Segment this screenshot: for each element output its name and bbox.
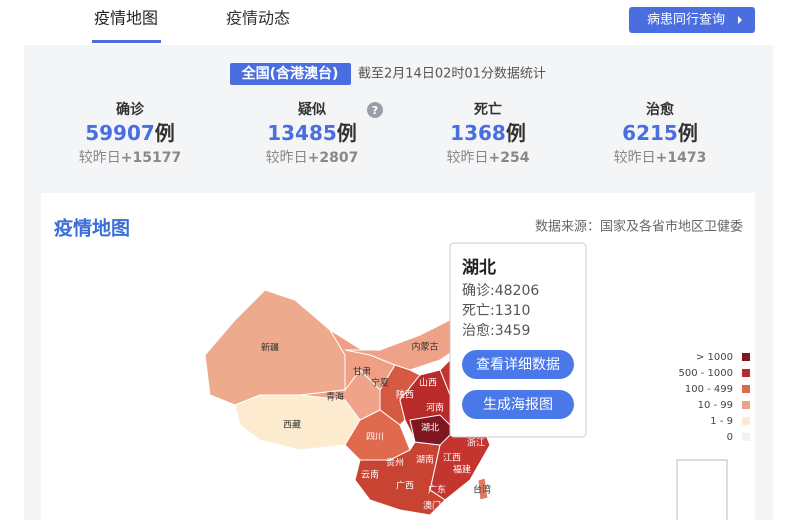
tooltip-button[interactable]: [462, 350, 574, 379]
stat-change-label: 较昨日: [266, 150, 308, 166]
map-title: 疫情地图: [54, 217, 130, 240]
province-label[interactable]: 浙江: [467, 437, 485, 449]
region[interactable]: [354, 441, 446, 516]
stat-value: 13485例: [267, 121, 357, 145]
tab-underline: [92, 40, 161, 43]
tab[interactable]: 疫情地图: [94, 9, 158, 28]
province-label[interactable]: 湖南: [416, 454, 434, 466]
stat-number: 6215: [622, 121, 678, 145]
stat-unit: 例: [155, 121, 175, 145]
legend-label: 100 - 499: [685, 384, 733, 395]
legend: > 1000 500 - 1000 100 - 499 10 - 99 1 - 9 0: [678, 352, 750, 443]
scope-badge: [230, 63, 351, 85]
stat-label: 疑似: [298, 102, 326, 118]
tooltip-button-label[interactable]: 生成海报图: [483, 397, 553, 413]
stat-value: 59907例: [85, 121, 175, 145]
stat-change-label: 较昨日: [614, 150, 656, 166]
province-label[interactable]: 江西: [443, 453, 461, 464]
stat-label: 确诊: [116, 101, 145, 118]
tooltip-line: 确诊:48206: [462, 283, 539, 299]
legend-swatch: [742, 401, 750, 409]
province-label[interactable]: 新疆: [261, 342, 279, 354]
province-label[interactable]: 贵州: [386, 457, 404, 469]
tooltip-line: 治愈:3459: [462, 323, 530, 339]
province-label[interactable]: 云南: [361, 469, 379, 481]
legend-swatch: [742, 369, 750, 377]
province-label[interactable]: 湖北: [421, 423, 439, 434]
tooltip-button-label[interactable]: 查看详细数据: [476, 357, 560, 373]
province-label[interactable]: 澳门: [423, 500, 441, 512]
stat-change-value: +254: [489, 150, 530, 166]
tooltip: [449, 242, 587, 438]
legend-label: 1 - 9: [710, 416, 733, 427]
update-time: 截至2月14日02时01分数据统计: [358, 67, 546, 82]
province-label[interactable]: 青海: [326, 391, 344, 403]
stat-change-value: +2807: [308, 150, 359, 166]
legend-label: 10 - 99: [698, 400, 733, 411]
stat-change: 较昨日+254: [447, 150, 530, 166]
legend-swatch: [742, 353, 750, 361]
help-icon-text[interactable]: ?: [372, 104, 378, 117]
stat-label: 死亡: [473, 101, 502, 118]
province-label[interactable]: 甘肃: [353, 366, 371, 378]
province-label[interactable]: 河南: [426, 402, 444, 414]
legend-swatch: [742, 433, 750, 441]
stat-number: 13485: [267, 121, 337, 145]
query-button[interactable]: [629, 7, 755, 33]
province-label[interactable]: 台湾: [473, 484, 491, 496]
tooltip-line: 死亡:1310: [462, 303, 530, 319]
stat-value: 6215例: [622, 121, 698, 145]
province-label[interactable]: 内蒙古: [411, 341, 438, 353]
stat-value: 1368例: [450, 121, 526, 145]
region[interactable]: [409, 414, 456, 446]
stat-unit: 例: [337, 121, 357, 145]
scope: 全国(含港澳台): [241, 65, 339, 82]
province-label[interactable]: 陕西: [396, 389, 414, 401]
stat-change-label: 较昨日: [79, 150, 121, 166]
legend-label: 0: [727, 432, 733, 443]
province-label[interactable]: 宁夏: [371, 377, 389, 389]
stat-unit: 例: [678, 121, 698, 145]
stat-change-value: +1473: [656, 150, 707, 166]
legend-label: > 1000: [696, 352, 733, 363]
stat-change: 较昨日+1473: [614, 150, 707, 166]
province-label[interactable]: 广东: [428, 484, 446, 496]
province-label[interactable]: 福建: [453, 464, 471, 476]
stat-number: 59907: [85, 121, 155, 145]
stats: 确诊59907例较昨日+15177疑似13485例较昨日+2807死亡1368例…: [79, 101, 707, 166]
map-source: 数据来源：国家及各省市地区卫健委: [535, 219, 743, 235]
legend-swatch: [742, 417, 750, 425]
help-icon[interactable]: [367, 102, 383, 118]
query-button-label[interactable]: 病患同行查询: [647, 13, 725, 28]
region[interactable]: [477, 477, 489, 501]
stat-change: 较昨日+2807: [266, 150, 359, 166]
province-label[interactable]: 四川: [366, 433, 384, 443]
province-label[interactable]: 西藏: [283, 419, 301, 431]
stat-label: 治愈: [646, 101, 675, 118]
stat-unit: 例: [506, 121, 526, 145]
province-label[interactable]: 山西: [419, 378, 437, 389]
legend-label: 500 - 1000: [678, 368, 733, 379]
province-label[interactable]: 广西: [396, 480, 414, 492]
legend-swatch: [742, 385, 750, 393]
tooltip-button[interactable]: [462, 390, 574, 419]
stat-change-label: 较昨日: [447, 150, 489, 166]
stat-change-value: +15177: [121, 150, 181, 166]
inset-map: [676, 459, 728, 523]
tooltip-title: 湖北: [462, 258, 496, 278]
arrow-icon: [738, 16, 742, 24]
stat-change: 较昨日+15177: [79, 150, 181, 166]
tab[interactable]: 疫情动态: [226, 9, 290, 28]
stat-number: 1368: [450, 121, 506, 145]
